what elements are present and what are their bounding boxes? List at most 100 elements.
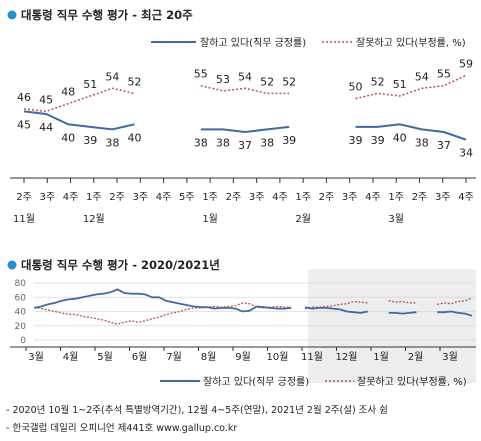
top-chart-title: 대통령 직무 수행 평가 - 최근 20주 xyxy=(21,8,193,22)
bottom-plot-area: 0 20 40 60 80 3월 4월 5월 6월 7월 8월 9월 10월 11월 12월 1월 2월 3월 xyxy=(10,269,476,383)
bottom-month-label: 3월 xyxy=(28,351,44,363)
top-x-tick-label: 2주 xyxy=(226,192,242,203)
bottom-y-tick-label: 40 xyxy=(15,308,27,318)
top-approve-data-label: 40 xyxy=(61,131,75,144)
bottom-approve-line xyxy=(33,288,292,313)
bottom-approve-line xyxy=(437,310,473,317)
bottom-chart-title: 대통령 직무 수행 평가 - 2020/2021년 xyxy=(21,258,220,272)
top-x-tick-label: 3주 xyxy=(435,192,451,203)
bottom-disapprove-line xyxy=(437,297,473,306)
title-bullet-icon xyxy=(7,260,17,270)
top-approve-data-label: 45 xyxy=(17,118,31,131)
top-approve-data-label: 40 xyxy=(393,131,407,144)
top-approve-line xyxy=(355,123,467,141)
footnote-source: - 한국갤럽 데일리 오피니언 제441호 www.gallup.co.kr xyxy=(6,422,237,434)
bottom-month-label: 6월 xyxy=(132,351,148,363)
top-approve-data-label: 38 xyxy=(216,136,230,149)
top-disapprove-data-label: 52 xyxy=(260,75,274,88)
top-x-tick-label: 4주 xyxy=(63,192,79,203)
bottom-month-label: 3월 xyxy=(442,351,458,363)
top-x-tick-label: 1주 xyxy=(86,192,102,203)
top-month-label: 11월 xyxy=(13,213,35,225)
top-disapprove-data-label: 52 xyxy=(371,75,385,88)
bottom-month-label: 1월 xyxy=(373,351,389,363)
top-x-tick-label: 2주 xyxy=(109,192,125,203)
title-bullet-icon xyxy=(7,10,17,20)
top-x-tick-label: 3주 xyxy=(39,192,55,203)
top-month-label: 3월 xyxy=(388,213,404,225)
top-disapprove-data-label: 52 xyxy=(282,75,296,88)
top-disapprove-data-label: 54 xyxy=(415,70,429,83)
top-x-tick-label: 2주 xyxy=(412,192,428,203)
top-x-tick-label: 4주 xyxy=(365,192,381,203)
bottom-month-label: 5월 xyxy=(97,351,113,363)
top-x-tick-label: 2주 xyxy=(319,192,335,203)
top-x-tick-label: 3주 xyxy=(133,192,149,203)
top-x-tick-label: 2주 xyxy=(16,192,32,203)
bottom-month-label: 10월 xyxy=(267,351,289,363)
top-disapprove-line xyxy=(200,84,290,95)
bottom-disapprove-line xyxy=(33,302,292,325)
top-x-tick-label: 1주 xyxy=(388,192,404,203)
top-approve-line xyxy=(200,125,290,134)
top-x-tick-label: 4주 xyxy=(458,192,474,203)
bottom-month-label: 9월 xyxy=(235,351,251,363)
top-disapprove-data-label: 52 xyxy=(128,75,142,88)
top-approve-data-label: 37 xyxy=(238,139,252,152)
top-disapprove-data-label: 51 xyxy=(393,78,407,91)
bottom-month-label: 8월 xyxy=(201,351,217,363)
bottom-y-tick-label: 20 xyxy=(15,322,27,332)
bottom-y-tick-label: 0 xyxy=(20,336,26,346)
top-disapprove-data-label: 54 xyxy=(238,70,252,83)
top-disapprove-data-label: 53 xyxy=(216,73,230,86)
top-x-tick-label: 1주 xyxy=(295,192,311,203)
top-approve-data-label: 39 xyxy=(349,134,363,147)
bottom-y-tick-label: 80 xyxy=(15,279,27,289)
bottom-approve-line xyxy=(304,306,368,314)
bottom-y-tick-label: 60 xyxy=(15,293,27,303)
top-approve-data-label: 40 xyxy=(128,131,142,144)
top-approve-data-label: 44 xyxy=(39,121,53,134)
top-approve-data-label: 39 xyxy=(282,134,296,147)
top-x-tick-label: 3주 xyxy=(249,192,265,203)
top-approve-data-label: 39 xyxy=(371,134,385,147)
top-x-tick-label: 3주 xyxy=(342,192,358,203)
top-legend-disapprove-label: 잘못하고 있다(부정률, %) xyxy=(356,36,466,49)
top-disapprove-data-label: 48 xyxy=(61,86,75,99)
bottom-legend-approve-label: 잘하고 있다(직무 긍정률) xyxy=(203,375,309,388)
top-disapprove-data-label: 51 xyxy=(83,78,97,91)
top-month-label: 1월 xyxy=(202,213,218,225)
top-disapprove-data-label: 59 xyxy=(459,57,473,70)
top-x-tick-label: 4주 xyxy=(272,192,288,203)
top-disapprove-line xyxy=(355,74,467,100)
top-month-label: 2월 xyxy=(295,213,311,225)
bottom-month-label: 11월 xyxy=(301,351,323,363)
top-approve-data-label: 39 xyxy=(83,134,97,147)
bottom-approve-line xyxy=(388,311,417,315)
top-disapprove-data-label: 54 xyxy=(105,70,119,83)
top-approve-line xyxy=(23,110,135,131)
top-disapprove-line xyxy=(23,87,135,113)
top-approve-data-label: 38 xyxy=(105,136,119,149)
top-approve-data-label: 38 xyxy=(260,136,274,149)
top-disapprove-data-label: 55 xyxy=(194,68,208,81)
top-approve-data-label: 38 xyxy=(415,136,429,149)
top-approve-data-label: 37 xyxy=(437,139,451,152)
top-x-tick-label: 1주 xyxy=(202,192,218,203)
bottom-month-label: 7월 xyxy=(166,351,182,363)
top-disapprove-data-label: 46 xyxy=(17,91,31,104)
footnote-survey-gaps: - 2020년 10월 1~2주(추석 특별방역기간), 12월 4~5주(연말… xyxy=(6,404,388,416)
bottom-month-label: 4월 xyxy=(63,351,79,363)
bottom-month-label: 12월 xyxy=(336,351,358,363)
top-disapprove-data-label: 55 xyxy=(437,68,451,81)
bottom-month-label: 2월 xyxy=(408,351,424,363)
top-disapprove-data-label: 45 xyxy=(39,93,53,106)
bottom-legend-disapprove-label: 잘못하고 있다(부정률, %) xyxy=(357,375,467,388)
top-approve-data-label: 34 xyxy=(459,147,473,160)
top-x-tick-label: 5주 xyxy=(179,192,195,203)
top-x-tick-label: 4주 xyxy=(156,192,172,203)
top-month-label: 12월 xyxy=(83,213,105,225)
top-legend-approve-label: 잘하고 있다(직무 긍정률) xyxy=(200,36,306,49)
top-x-axis: 2주 3주 4주 1주 2주 3주 4주 5주 1주 2주 3주 4주 1주 2주 3주 4주 1주 2주 3주 4주… xyxy=(10,177,476,225)
